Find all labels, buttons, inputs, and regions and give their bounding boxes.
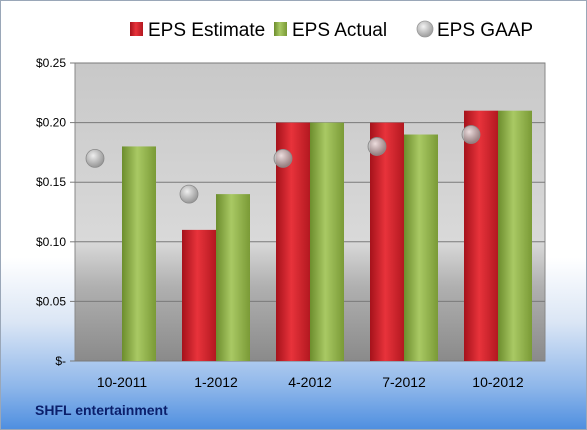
x-tick-label: 1-2012 [194,374,238,390]
y-tick-label: $0.15 [36,175,66,189]
y-tick-label: $0.25 [36,56,66,70]
gaap-points [85,125,481,204]
bars [122,110,532,362]
point-eps-gaap [179,184,199,204]
legend-swatch-eps-estimate [130,22,143,36]
legend-swatch-eps-gaap [416,20,434,38]
bar-eps-actual [122,146,156,361]
y-tick-label: $- [55,354,66,368]
x-tick-label: 10-2012 [472,374,524,390]
y-tick-label: $0.05 [36,294,66,308]
x-tick-label: 10-2011 [97,374,148,390]
point-eps-gaap [85,148,105,168]
bar-eps-estimate [182,229,216,361]
legend: EPS Estimate EPS Actual EPS GAAP [130,20,533,41]
legend-label-eps-estimate: EPS Estimate [148,20,265,41]
point-eps-gaap [367,137,387,156]
y-tick-label: $0.10 [36,235,66,249]
legend-swatch-eps-actual [274,22,287,36]
company-name: SHFL entertainment [35,402,168,418]
x-tick-label: 4-2012 [288,374,332,390]
bar-eps-actual [498,110,532,362]
legend-label-eps-gaap: EPS GAAP [437,20,533,41]
x-tick-label: 7-2012 [382,374,426,390]
point-eps-gaap [273,148,293,168]
bar-eps-actual [310,122,344,361]
point-eps-gaap [461,125,481,144]
bar-eps-actual [216,194,250,361]
bar-eps-estimate [464,110,498,362]
legend-label-eps-actual: EPS Actual [292,20,387,41]
bar-eps-estimate [370,122,404,361]
y-tick-label: $0.20 [36,116,66,130]
x-axis: 10-2011 1-2012 4-2012 7-2012 10-2012 [97,374,524,390]
y-axis: $- $0.05 $0.10 $0.15 $0.20 $0.25 [36,56,75,368]
bar-eps-actual [404,134,438,361]
